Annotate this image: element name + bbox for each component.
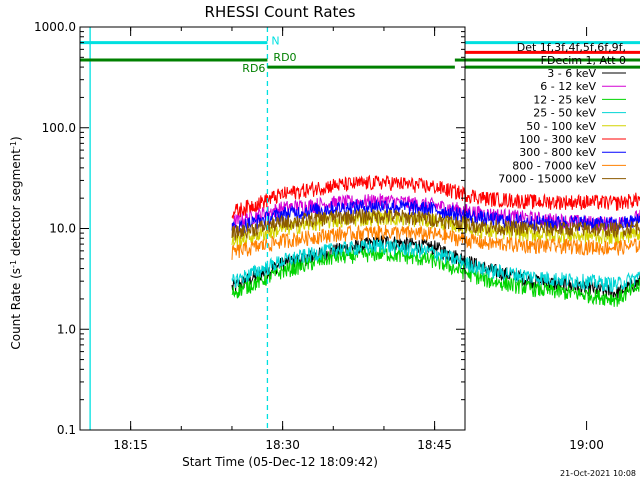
legend: Det 1f,3f,4f,5f,6f,9f,FDecim 1, Att 03 -… — [498, 41, 626, 186]
legend-header-1: FDecim 1, Att 0 — [541, 54, 626, 67]
series-line-5 — [231, 174, 640, 219]
series-line-7 — [231, 224, 640, 260]
series-line-8 — [231, 208, 640, 241]
y-tick-label-0: 0.1 — [57, 423, 76, 437]
svg-text:Count Rate (s-1 detector segme: Count Rate (s-1 detector segment-1) — [9, 136, 24, 349]
series-line-2 — [231, 246, 640, 307]
x-tick-label-3: 19:00 — [569, 438, 604, 452]
legend-label-6: 300 - 800 keV — [519, 146, 596, 159]
legend-header-0: Det 1f,3f,4f,5f,6f,9f, — [517, 41, 626, 54]
x-tick-label-2: 18:45 — [417, 438, 452, 452]
y-axis-label-part: Count Rate (s — [9, 268, 23, 350]
chart-title: RHESSI Count Rates — [205, 3, 356, 21]
y-axis-label-part: detector segment — [9, 149, 23, 260]
y-axis-label-part: -1 — [9, 260, 18, 268]
series-line-3 — [231, 238, 640, 293]
series-layer — [231, 174, 640, 307]
y-axis-label-part: -1 — [9, 141, 18, 149]
y-axis-label: Count Rate (s-1 detector segment-1) — [9, 136, 24, 349]
legend-label-2: 12 - 25 keV — [533, 93, 596, 106]
x-axis-label: Start Time (05-Dec-12 18:09:42) — [182, 455, 378, 469]
y-tick-label-1: 1.0 — [57, 322, 76, 336]
legend-label-0: 3 - 6 keV — [547, 67, 596, 80]
footer-timestamp: 21-Oct-2021 10:08 — [560, 469, 636, 478]
y-tick-label-2: 10.0 — [49, 222, 76, 236]
legend-label-4: 50 - 100 keV — [526, 120, 596, 133]
vertical-markers — [89, 27, 269, 430]
y-tick-label-4: 1000.0 — [34, 20, 76, 34]
legend-label-8: 7000 - 15000 keV — [498, 173, 596, 186]
axes: 0.1 1.0 10.0 100.0 1000.0 18:15 18:30 18:45 19:0… — [34, 20, 604, 452]
x-tick-label-0: 18:15 — [113, 438, 148, 452]
y-axis-label-part: ) — [9, 136, 23, 141]
legend-label-3: 25 - 50 keV — [533, 107, 596, 120]
flag-label-2: RD0 — [273, 51, 296, 64]
x-tick-label-1: 18:30 — [265, 438, 300, 452]
legend-label-7: 800 - 7000 keV — [512, 159, 596, 172]
legend-label-1: 6 - 12 keV — [540, 80, 596, 93]
legend-label-5: 100 - 300 keV — [519, 133, 596, 146]
flag-bars: NRD6RD0F — [80, 35, 640, 75]
flag-label-1: RD6 — [242, 62, 265, 75]
y-tick-label-3: 100.0 — [42, 121, 76, 135]
flag-label-0: N — [271, 35, 279, 48]
